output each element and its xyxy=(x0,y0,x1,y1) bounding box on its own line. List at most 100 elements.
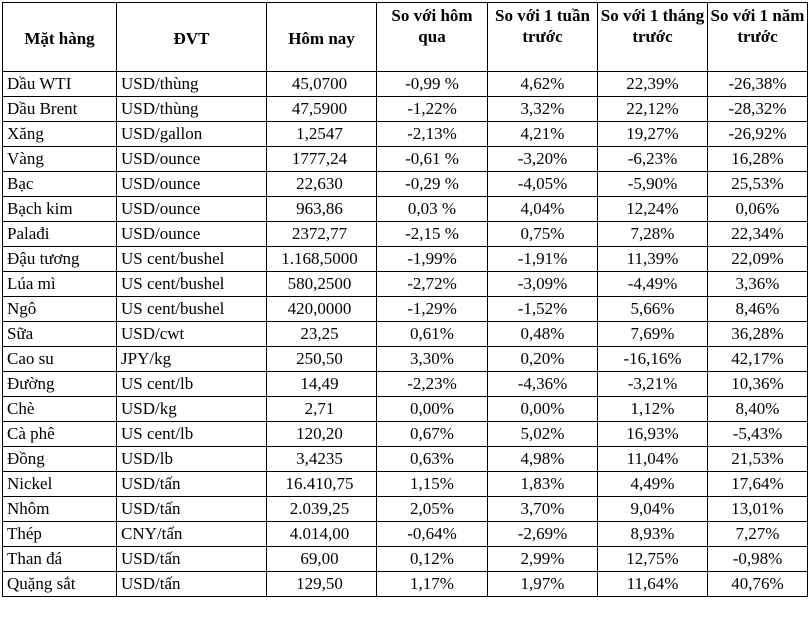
unit-cell: USD/tấn xyxy=(116,471,267,497)
commodity-cell: Ngô xyxy=(2,296,117,322)
vs-week-cell: 1,97% xyxy=(487,571,598,597)
vs-yesterday-cell: -0,64% xyxy=(376,521,488,547)
table-row: Dầu Brent USD/thùng 47,5900 -1,22% 3,32% 22,1… xyxy=(2,96,808,122)
today-price-cell: 129,50 xyxy=(266,571,377,597)
vs-week-cell: 4,21% xyxy=(487,121,598,147)
table-row: Bạc USD/ounce 22,630 -0,29 % -4,05% -5,90% 25,… xyxy=(2,171,808,197)
table-row: Than đá USD/tấn 69,00 0,12% 2,99% 12,75% -0,98… xyxy=(2,546,808,572)
unit-cell: USD/lb xyxy=(116,446,267,472)
table-row: Chè USD/kg 2,71 0,00% 0,00% 1,12% 8,40% xyxy=(2,396,808,422)
today-price-cell: 420,0000 xyxy=(266,296,377,322)
today-price-cell: 2.039,25 xyxy=(266,496,377,522)
vs-week-cell: 0,75% xyxy=(487,221,598,247)
vs-year-cell: 10,36% xyxy=(707,371,808,397)
unit-cell: JPY/kg xyxy=(116,346,267,372)
vs-week-cell: 0,48% xyxy=(487,321,598,347)
today-price-cell: 14,49 xyxy=(266,371,377,397)
vs-week-cell: 3,32% xyxy=(487,96,598,122)
vs-year-cell: 0,06% xyxy=(707,196,808,222)
header-today: Hôm nay xyxy=(266,2,377,72)
vs-year-cell: 42,17% xyxy=(707,346,808,372)
vs-month-cell: 22,12% xyxy=(597,96,708,122)
unit-cell: US cent/lb xyxy=(116,371,267,397)
commodity-cell: Dầu Brent xyxy=(2,96,117,122)
commodity-cell: Chè xyxy=(2,396,117,422)
today-price-cell: 45,0700 xyxy=(266,71,377,97)
vs-week-cell: -4,05% xyxy=(487,171,598,197)
today-price-cell: 23,25 xyxy=(266,321,377,347)
vs-week-cell: 0,00% xyxy=(487,396,598,422)
commodity-cell: Bạc xyxy=(2,171,117,197)
table-row: Đậu tương US cent/bushel 1.168,5000 -1,99% -… xyxy=(2,246,808,272)
commodity-cell: Sữa xyxy=(2,321,117,347)
vs-month-cell: 1,12% xyxy=(597,396,708,422)
vs-week-cell: 4,98% xyxy=(487,446,598,472)
vs-year-cell: 7,27% xyxy=(707,521,808,547)
vs-yesterday-cell: 0,61% xyxy=(376,321,488,347)
unit-cell: US cent/bushel xyxy=(116,271,267,297)
today-price-cell: 16.410,75 xyxy=(266,471,377,497)
vs-year-cell: -28,32% xyxy=(707,96,808,122)
vs-week-cell: 0,20% xyxy=(487,346,598,372)
vs-month-cell: 16,93% xyxy=(597,421,708,447)
table-row: Bạch kim USD/ounce 963,86 0,03 % 4,04% 12,24%… xyxy=(2,196,808,222)
unit-cell: US cent/bushel xyxy=(116,296,267,322)
vs-month-cell: -16,16% xyxy=(597,346,708,372)
today-price-cell: 120,20 xyxy=(266,421,377,447)
vs-yesterday-cell: 0,12% xyxy=(376,546,488,572)
table-row: Đường US cent/lb 14,49 -2,23% -4,36% -3,21% 10… xyxy=(2,371,808,397)
vs-month-cell: 19,27% xyxy=(597,121,708,147)
vs-week-cell: -4,36% xyxy=(487,371,598,397)
commodity-cell: Đường xyxy=(2,371,117,397)
unit-cell: USD/tấn xyxy=(116,546,267,572)
commodity-cell: Cà phê xyxy=(2,421,117,447)
vs-year-cell: 21,53% xyxy=(707,446,808,472)
table-row: Thép CNY/tấn 4.014,00 -0,64% -2,69% 8,93% 7,27… xyxy=(2,521,808,547)
unit-cell: USD/ounce xyxy=(116,171,267,197)
vs-yesterday-cell: 3,30% xyxy=(376,346,488,372)
header-vs-week: So với 1 tuần trước xyxy=(487,2,598,72)
unit-cell: USD/thùng xyxy=(116,71,267,97)
today-price-cell: 2,71 xyxy=(266,396,377,422)
table-row: Lúa mì US cent/bushel 580,2500 -2,72% -3,09%… xyxy=(2,271,808,297)
commodity-cell: Xăng xyxy=(2,121,117,147)
header-unit: ĐVT xyxy=(116,2,267,72)
header-row: Mặt hàng ĐVT Hôm nay So với hôm qua So v… xyxy=(2,2,808,72)
today-price-cell: 69,00 xyxy=(266,546,377,572)
vs-month-cell: 11,64% xyxy=(597,571,708,597)
table-row: Cao su JPY/kg 250,50 3,30% 0,20% -16,16% 42,17… xyxy=(2,346,808,372)
unit-cell: USD/kg xyxy=(116,396,267,422)
vs-year-cell: 16,28% xyxy=(707,146,808,172)
commodity-cell: Bạch kim xyxy=(2,196,117,222)
vs-month-cell: -5,90% xyxy=(597,171,708,197)
table-row: Xăng USD/gallon 1,2547 -2,13% 4,21% 19,27% -26… xyxy=(2,121,808,147)
vs-year-cell: -0,98% xyxy=(707,546,808,572)
vs-month-cell: -6,23% xyxy=(597,146,708,172)
unit-cell: USD/tấn xyxy=(116,496,267,522)
today-price-cell: 580,2500 xyxy=(266,271,377,297)
vs-yesterday-cell: -2,15 % xyxy=(376,221,488,247)
unit-cell: USD/cwt xyxy=(116,321,267,347)
unit-cell: USD/thùng xyxy=(116,96,267,122)
vs-yesterday-cell: 1,17% xyxy=(376,571,488,597)
vs-yesterday-cell: 1,15% xyxy=(376,471,488,497)
table-row: Nhôm USD/tấn 2.039,25 2,05% 3,70% 9,04% 13,01% xyxy=(2,496,808,522)
commodity-cell: Cao su xyxy=(2,346,117,372)
vs-week-cell: 5,02% xyxy=(487,421,598,447)
vs-month-cell: 12,75% xyxy=(597,546,708,572)
today-price-cell: 22,630 xyxy=(266,171,377,197)
vs-yesterday-cell: -1,99% xyxy=(376,246,488,272)
vs-week-cell: 2,99% xyxy=(487,546,598,572)
unit-cell: US cent/lb xyxy=(116,421,267,447)
vs-week-cell: -3,20% xyxy=(487,146,598,172)
vs-week-cell: -2,69% xyxy=(487,521,598,547)
commodity-cell: Vàng xyxy=(2,146,117,172)
vs-yesterday-cell: -1,22% xyxy=(376,96,488,122)
vs-month-cell: -3,21% xyxy=(597,371,708,397)
vs-month-cell: 11,39% xyxy=(597,246,708,272)
today-price-cell: 963,86 xyxy=(266,196,377,222)
vs-month-cell: 7,28% xyxy=(597,221,708,247)
vs-week-cell: -3,09% xyxy=(487,271,598,297)
vs-month-cell: 5,66% xyxy=(597,296,708,322)
today-price-cell: 250,50 xyxy=(266,346,377,372)
